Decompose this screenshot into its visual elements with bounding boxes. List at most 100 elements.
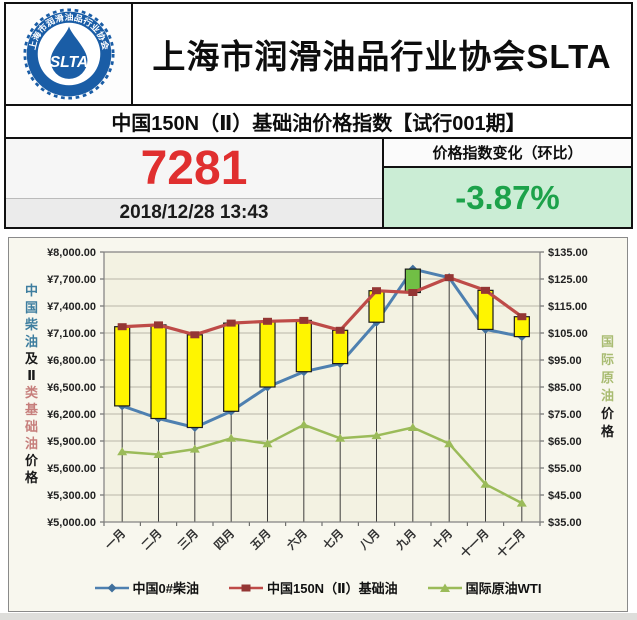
marker-triangle-wti bbox=[226, 433, 237, 442]
down-bar bbox=[295, 319, 312, 373]
header-row: 上海市润滑油品行业协会 SLTA 上海市润滑油品行业协会SLTA bbox=[6, 4, 631, 106]
x-axis-label: 十二月 bbox=[494, 526, 528, 560]
marker-triangle-wti bbox=[335, 433, 346, 442]
marker-square-baseoil bbox=[154, 321, 163, 329]
right-axis-title: 国际原油价格 bbox=[601, 333, 614, 441]
marker-square-baseoil bbox=[481, 286, 490, 294]
marker-square-baseoil bbox=[299, 316, 309, 324]
left-axis-label: ¥5,300.00 bbox=[47, 490, 96, 502]
x-axis-label: 十月 bbox=[429, 526, 455, 552]
right-axis-label: $55.00 bbox=[548, 463, 582, 475]
x-axis-label: 十一月 bbox=[457, 526, 491, 560]
org-logo: 上海市润滑油品行业协会 SLTA bbox=[6, 4, 133, 104]
down-bar bbox=[186, 334, 203, 429]
marker-triangle-wti bbox=[407, 423, 418, 431]
axis-title-char: 价 bbox=[600, 406, 614, 421]
axis-title-char: 类 bbox=[25, 385, 39, 400]
left-axis-label: ¥5,600.00 bbox=[47, 463, 96, 475]
index-timestamp: 2018/12/28 13:43 bbox=[6, 198, 382, 227]
left-axis-label: ¥5,900.00 bbox=[47, 436, 96, 448]
marker-triangle-wti bbox=[189, 444, 200, 453]
chart-legend: 中国0#柴油 中国150N（Ⅱ）基础油 国际原油WTI bbox=[9, 578, 627, 597]
right-axis-label: $85.00 bbox=[548, 382, 582, 394]
index-value-cell: 7281 2018/12/28 13:43 bbox=[6, 139, 384, 227]
change-value: -3.87% bbox=[384, 168, 631, 227]
right-axis-label: $45.00 bbox=[548, 490, 582, 502]
axis-title-char: 价 bbox=[25, 453, 39, 468]
index-value: 7281 bbox=[140, 141, 248, 195]
left-axis-label: ¥8,000.00 bbox=[47, 247, 96, 259]
axis-title-char: 格 bbox=[600, 424, 614, 439]
slta-logo-icon: 上海市润滑油品行业协会 SLTA bbox=[22, 8, 115, 100]
x-axis-label: 七月 bbox=[320, 526, 346, 552]
left-axis-label: ¥5,000.00 bbox=[47, 517, 96, 529]
x-axis-label: 九月 bbox=[392, 526, 419, 553]
legend-marker-diamond-icon bbox=[94, 583, 129, 592]
axis-title-char: 际 bbox=[600, 352, 614, 367]
axis-title-char: 国 bbox=[600, 334, 614, 349]
series-line-baseoil bbox=[122, 276, 523, 337]
marker-triangle-wti bbox=[298, 420, 309, 429]
axis-title-char: 及 bbox=[25, 351, 39, 366]
marker-square-baseoil bbox=[263, 317, 272, 325]
report-header-table: 上海市润滑油品行业协会 SLTA 上海市润滑油品行业协会SLTA 中国150N（… bbox=[4, 2, 633, 229]
footer-strip bbox=[0, 613, 637, 620]
left-axis-label: ¥7,100.00 bbox=[47, 328, 96, 340]
right-axis-label: $105.00 bbox=[548, 328, 588, 340]
legend-item: 国际原油WTI bbox=[427, 578, 542, 597]
x-axis-label: 一月 bbox=[103, 527, 128, 552]
right-axis-label: $65.00 bbox=[548, 436, 582, 448]
right-axis-label: $95.00 bbox=[548, 355, 582, 367]
down-bar bbox=[332, 329, 349, 365]
left-axis-label: ¥6,200.00 bbox=[47, 409, 96, 421]
x-axis-label: 四月 bbox=[212, 527, 237, 552]
legend-marker-square-icon bbox=[228, 584, 263, 591]
legend-item: 中国0#柴油 bbox=[94, 578, 199, 597]
axis-title-char: 基 bbox=[25, 402, 39, 417]
chart-plot: ¥8,000.00 $135.00 ¥7,700.00 $125.00 ¥7,400.0… bbox=[47, 247, 588, 561]
marker-square-baseoil bbox=[408, 289, 418, 296]
marker-triangle-wti bbox=[117, 447, 128, 456]
x-axis-label: 二月 bbox=[139, 527, 164, 552]
org-title: 上海市润滑油品行业协会SLTA bbox=[152, 38, 612, 75]
right-axis-label: $75.00 bbox=[548, 409, 582, 421]
marker-triangle-wti bbox=[516, 498, 527, 507]
legend-label: 中国0#柴油 bbox=[132, 581, 199, 596]
left-axis-label: ¥6,500.00 bbox=[47, 382, 96, 394]
marker-triangle-wti bbox=[444, 439, 455, 448]
x-axis-label: 八月 bbox=[356, 527, 382, 553]
legend-label: 中国150N（Ⅱ）基础油 bbox=[266, 581, 398, 596]
axis-title-char: 油 bbox=[25, 334, 39, 349]
price-chart: ¥8,000.00 $135.00 ¥7,700.00 $125.00 ¥7,400.0… bbox=[8, 237, 628, 612]
legend-item: 中国150N（Ⅱ）基础油 bbox=[228, 578, 398, 597]
index-value-row: 7281 2018/12/28 13:43 价格指数变化（环比） -3.87% bbox=[6, 139, 631, 227]
axis-title-char: 油 bbox=[25, 436, 39, 451]
series-line-wti bbox=[122, 423, 523, 505]
change-label: 价格指数变化（环比） bbox=[384, 139, 631, 168]
axis-title-char: 国 bbox=[25, 300, 39, 315]
marker-square-baseoil bbox=[190, 331, 200, 339]
legend-label: 国际原油WTI bbox=[465, 581, 542, 596]
left-axis-label: ¥7,400.00 bbox=[47, 301, 96, 313]
axis-title-char: 格 bbox=[25, 470, 39, 485]
logo-text: SLTA bbox=[49, 54, 87, 71]
down-bar bbox=[150, 324, 167, 420]
marker-triangle-wti bbox=[262, 439, 273, 448]
down-bar bbox=[223, 322, 240, 412]
legend-marker-triangle-icon bbox=[427, 583, 462, 592]
axis-title-char: 原 bbox=[600, 370, 614, 385]
right-axis-label: $35.00 bbox=[548, 517, 582, 529]
axis-title-char: 中 bbox=[25, 283, 39, 298]
marker-square-baseoil bbox=[444, 274, 454, 282]
right-axis-label: $115.00 bbox=[548, 301, 587, 313]
left-axis-label: ¥7,700.00 bbox=[47, 274, 96, 286]
marker-square-baseoil bbox=[517, 313, 527, 321]
marker-square-baseoil bbox=[226, 319, 236, 327]
marker-triangle-wti bbox=[371, 431, 382, 440]
axis-title-char: 柴 bbox=[25, 317, 39, 332]
marker-square-baseoil bbox=[117, 323, 127, 331]
left-axis-label: ¥6,800.00 bbox=[47, 355, 96, 367]
x-axis-label: 三月 bbox=[175, 527, 200, 552]
